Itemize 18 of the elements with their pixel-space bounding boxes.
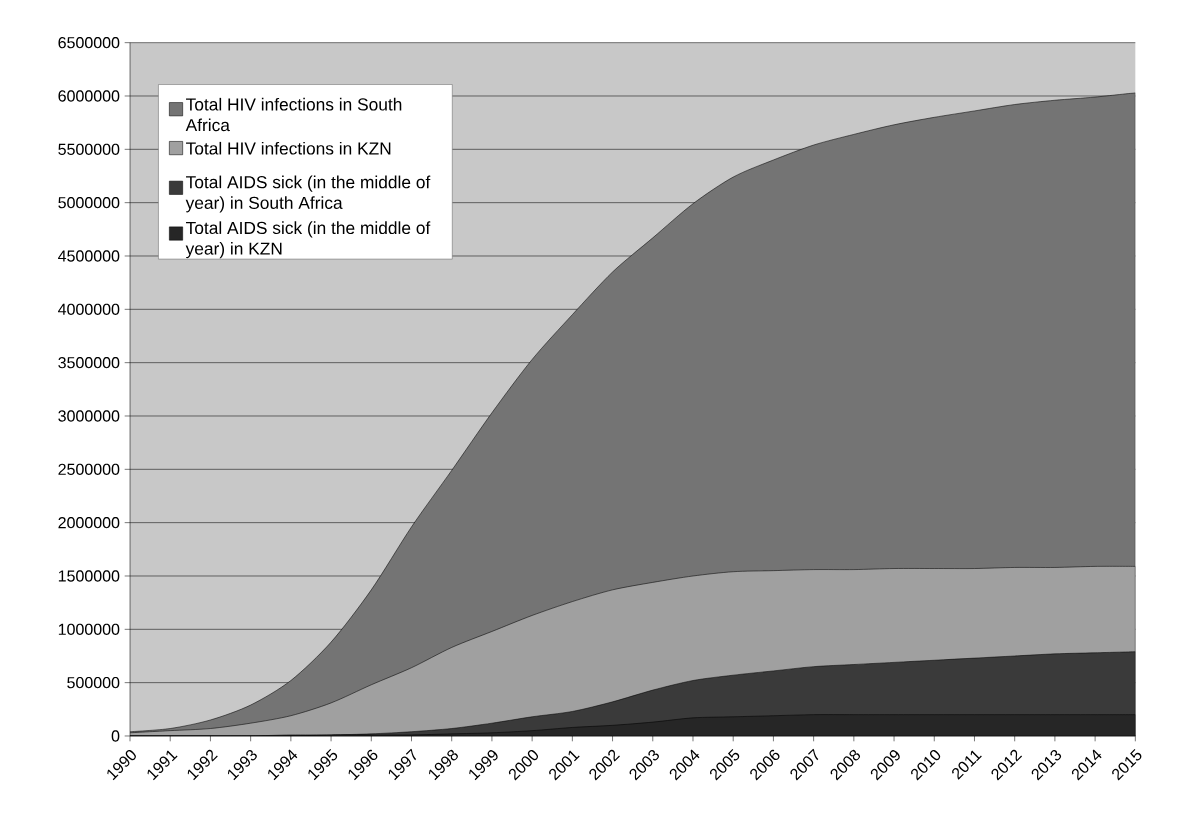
legend-label: Total AIDS sick (in the middle of year) in KZN [185,221,431,259]
y-tick-label: 3000000 [58,410,120,422]
y-tick-label: 0 [111,730,120,742]
y-tick-label: 2500000 [58,463,120,475]
y-tick-label: 2000000 [58,517,120,529]
y-tick-label: 4000000 [58,303,120,315]
y-tick-label: 6000000 [58,90,120,102]
y-tick-label: 3500000 [58,357,120,369]
y-tick-label: 5000000 [58,197,120,209]
legend-label: Total HIV infections in KZN [186,141,391,155]
legend-label: Total AIDS sick (in the middle of year) in South Africa [185,175,431,213]
y-tick-label: 5500000 [58,143,120,155]
legend-label: Total HIV infections in South Africa [185,97,402,132]
y-tick-label: 1000000 [58,623,120,635]
y-tick-label: 6500000 [58,37,120,49]
y-tick-label: 1500000 [58,570,120,582]
y-tick-label: 500000 [67,676,120,689]
y-tick-label: 4500000 [58,250,120,262]
